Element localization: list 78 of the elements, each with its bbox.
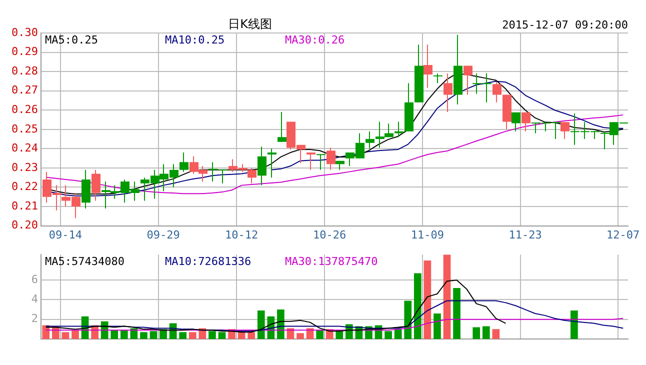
bar <box>404 300 412 339</box>
y-tick-label: 2 <box>31 312 38 326</box>
y-tick-label: 0.30 <box>12 26 38 39</box>
x-tick-label: 10-26 <box>313 228 346 242</box>
bar <box>257 310 265 339</box>
y-tick-label: 0.21 <box>12 199 38 212</box>
bar <box>316 330 324 339</box>
bar <box>248 332 256 339</box>
y-tick-label: 6 <box>31 272 38 286</box>
candlestick <box>394 121 404 138</box>
bar <box>188 332 196 339</box>
bar <box>414 273 422 339</box>
y-tick-label: 0.23 <box>12 160 38 174</box>
bar <box>472 327 480 339</box>
y-tick-label: 0.27 <box>12 84 38 97</box>
bar <box>453 288 460 339</box>
x-tick-label: 10-12 <box>224 228 258 242</box>
candlestick <box>316 154 326 170</box>
bar <box>277 310 284 339</box>
text: MA30:0.26 <box>285 33 345 46</box>
bar <box>394 329 402 339</box>
bar <box>160 329 167 339</box>
candlestick <box>366 130 374 150</box>
bar <box>296 333 304 339</box>
text: MA30:137875470 <box>285 254 378 268</box>
candlestick <box>434 72 442 84</box>
candlestick <box>92 169 100 202</box>
bar <box>208 331 216 339</box>
bar <box>384 331 392 339</box>
x-tick-label: 12-07 <box>606 228 640 242</box>
bar <box>238 332 246 339</box>
text: MA10:72681336 <box>165 254 252 268</box>
bar <box>72 330 79 339</box>
bar <box>62 332 70 339</box>
candlestick <box>512 112 520 132</box>
candlestick <box>306 152 316 170</box>
y-tick-label: 0.28 <box>12 64 38 78</box>
bar <box>110 330 118 339</box>
candlestick <box>326 147 336 170</box>
bar <box>570 310 578 339</box>
candlestick <box>278 112 286 142</box>
candlestick <box>424 44 432 88</box>
text: MA10:0.25 <box>165 33 225 46</box>
chart-title: 日K线图 <box>228 17 272 32</box>
y-tick-label: 0.20 <box>12 218 38 232</box>
bar <box>120 330 128 339</box>
candlestick <box>268 148 276 178</box>
y-tick-label: 0.24 <box>12 142 38 155</box>
y-tick-label: 0.29 <box>12 45 38 58</box>
candlestick <box>560 122 570 140</box>
candlestick <box>522 112 530 132</box>
text: 2015-12-07 09:20:00 <box>502 18 628 32</box>
bar <box>179 332 187 339</box>
bar <box>492 329 500 339</box>
bar <box>424 260 432 339</box>
bar <box>150 331 158 339</box>
x-tick-label: 11-23 <box>508 228 542 242</box>
bar <box>482 326 490 339</box>
y-tick-label: 0.25 <box>12 122 38 136</box>
y-tick-label: 0.26 <box>12 102 38 116</box>
candlestick <box>492 82 502 103</box>
y-tick-label: 4 <box>31 292 38 306</box>
candlestick <box>248 167 256 184</box>
bar <box>140 332 148 339</box>
bar <box>443 254 451 339</box>
candlestick <box>444 72 452 113</box>
candlestick <box>464 65 472 96</box>
candlestick <box>82 169 90 209</box>
x-tick-label: 09-29 <box>146 228 180 242</box>
text: MA5:0.25 <box>45 33 98 46</box>
x-tick-label: 11-09 <box>410 228 444 242</box>
bar <box>218 332 226 339</box>
y-tick-label: 0.22 <box>12 180 38 194</box>
x-tick-label: 09-14 <box>48 228 82 242</box>
text: MA5:57434080 <box>45 254 124 268</box>
bar <box>434 313 441 339</box>
candlestick <box>180 152 188 172</box>
candlestick <box>258 146 266 186</box>
